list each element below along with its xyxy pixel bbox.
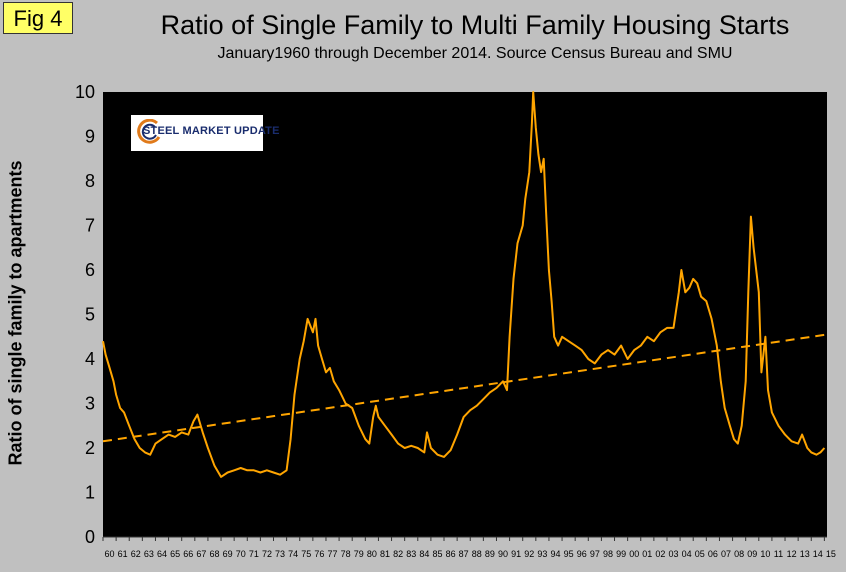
y-tick-label: 4 <box>85 349 95 369</box>
x-tick-label: 69 <box>223 549 233 559</box>
x-tick-label: 78 <box>341 549 351 559</box>
x-tick-label: 06 <box>708 549 718 559</box>
chart-subtitle: January1960 through December 2014. Sourc… <box>217 45 733 62</box>
x-tick-label: 60 <box>105 549 115 559</box>
y-tick-label: 1 <box>85 483 95 503</box>
x-tick-label: 93 <box>537 549 547 559</box>
x-tick-label: 86 <box>446 549 456 559</box>
x-tick-label: 73 <box>275 549 285 559</box>
x-tick-label: 88 <box>472 549 482 559</box>
x-tick-label: 83 <box>406 549 416 559</box>
x-tick-label: 96 <box>577 549 587 559</box>
y-tick-label: 7 <box>85 216 95 236</box>
y-tick-label: 6 <box>85 260 95 280</box>
ratio-series-line <box>102 91 826 478</box>
y-tick-label: 0 <box>85 527 95 547</box>
y-tick-label: 10 <box>75 82 95 102</box>
x-tick-label: 84 <box>419 549 429 559</box>
x-tick-label: 62 <box>131 549 141 559</box>
y-tick-label: 2 <box>85 438 95 458</box>
x-tick-label: 02 <box>655 549 665 559</box>
x-tick-label: 68 <box>209 549 219 559</box>
plot-area <box>103 92 827 537</box>
x-tick-label: 77 <box>328 549 338 559</box>
x-tick-label: 92 <box>524 549 534 559</box>
x-tick-label: 89 <box>485 549 495 559</box>
x-tick-label: 01 <box>642 549 652 559</box>
y-axis-ticks: 0 1 2 3 4 5 6 7 8 9 10 <box>75 82 95 547</box>
x-tick-label: 05 <box>695 549 705 559</box>
x-tick-label: 07 <box>721 549 731 559</box>
logo-text: STEEL MARKET UPDATE <box>143 125 280 137</box>
x-tick-label: 09 <box>747 549 757 559</box>
x-axis-ticks: 60 61 62 63 64 65 66 67 68 69 70 71 72 73 74 75 76 77 78 79… <box>102 537 836 559</box>
x-tick-label: 65 <box>170 549 180 559</box>
x-tick-label: 67 <box>196 549 206 559</box>
x-tick-label: 81 <box>380 549 390 559</box>
x-tick-label: 11 <box>774 549 783 559</box>
logo-swoosh-icon <box>137 119 161 144</box>
x-tick-label: 00 <box>629 549 639 559</box>
x-tick-label: 14 <box>813 549 823 559</box>
x-tick-label: 85 <box>432 549 442 559</box>
x-tick-label: 74 <box>288 549 298 559</box>
x-tick-label: 70 <box>236 549 246 559</box>
x-tick-label: 61 <box>118 549 128 559</box>
x-tick-label: 12 <box>787 549 797 559</box>
x-tick-label: 03 <box>669 549 679 559</box>
y-tick-label: 8 <box>85 171 95 191</box>
trend-line <box>102 333 828 443</box>
x-tick-label: 80 <box>367 549 377 559</box>
x-tick-label: 76 <box>314 549 324 559</box>
y-tick-label: 9 <box>85 127 95 147</box>
x-tick-label: 82 <box>393 549 403 559</box>
x-tick-label: 87 <box>459 549 469 559</box>
series-layer <box>102 91 828 478</box>
x-tick-label: 13 <box>800 549 810 559</box>
x-tick-label: 66 <box>183 549 193 559</box>
x-tick-label: 63 <box>144 549 154 559</box>
x-tick-label: 94 <box>550 549 560 559</box>
x-tick-label: 10 <box>760 549 770 559</box>
chart-title: Ratio of Single Family to Multi Family H… <box>160 10 790 40</box>
x-tick-label: 71 <box>249 549 259 559</box>
figure-label: Fig 4 <box>3 2 73 34</box>
x-tick-label: 99 <box>616 549 626 559</box>
steel-market-update-logo: STEEL MARKET UPDATE <box>131 115 279 151</box>
y-tick-label: 3 <box>85 394 95 414</box>
x-tick-label: 97 <box>590 549 600 559</box>
x-tick-label: 15 <box>826 549 836 559</box>
x-tick-label: 75 <box>301 549 311 559</box>
x-tick-label: 98 <box>603 549 613 559</box>
x-tick-label: 95 <box>564 549 574 559</box>
x-tick-label: 91 <box>511 549 521 559</box>
x-tick-label: 79 <box>354 549 364 559</box>
x-tick-label: 72 <box>262 549 272 559</box>
x-tick-label: 64 <box>157 549 167 559</box>
x-tick-label: 08 <box>734 549 744 559</box>
x-tick-label: 04 <box>682 549 692 559</box>
y-tick-label: 5 <box>85 305 95 325</box>
x-tick-label: 90 <box>498 549 508 559</box>
